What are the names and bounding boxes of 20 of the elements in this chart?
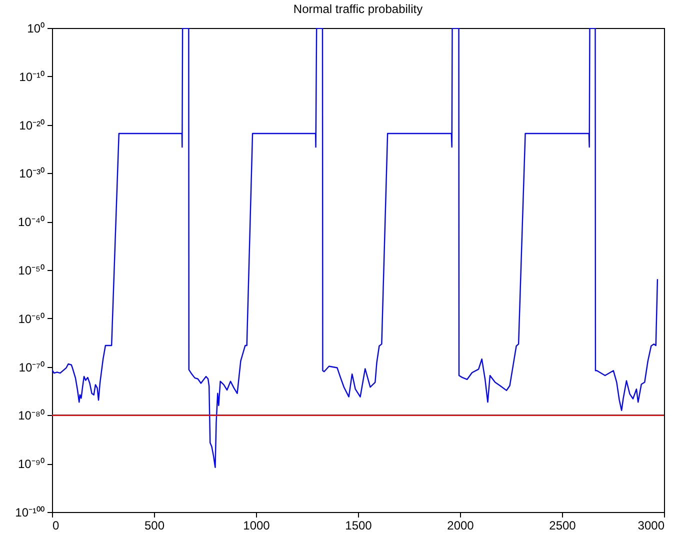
x-tick-label: 1500 [345,518,372,532]
x-tick-label: 2500 [549,518,576,532]
y-tick-label: 10⁻³⁰ [19,166,44,181]
y-tick-label: 10⁰ [27,22,44,36]
x-tick-label: 1000 [243,518,270,532]
y-tick-label: 10⁻⁵⁰ [18,264,44,278]
y-tick-label: 10⁻¹⁰ [19,70,44,84]
y-tick-label: 10⁻⁴⁰ [18,215,44,230]
x-tick-label: 500 [144,518,165,532]
line-series [52,28,658,468]
y-tick-label: 10⁻⁶⁰ [18,312,44,326]
y-tick-label: 10⁻²⁰ [19,118,44,132]
x-tick-label: 0 [52,518,60,532]
y-tick-label: 10⁻⁸⁰ [18,408,44,423]
chart-title: Normal traffic probability [293,2,423,16]
x-tick-label: 3000 [638,518,665,532]
y-tick-label: 10⁻⁷⁰ [18,360,44,374]
x-tick-label: 2000 [447,518,474,532]
y-tick-label: 10⁻⁹⁰ [18,457,44,472]
y-tick-label: 10⁻¹⁰⁰ [15,506,44,520]
